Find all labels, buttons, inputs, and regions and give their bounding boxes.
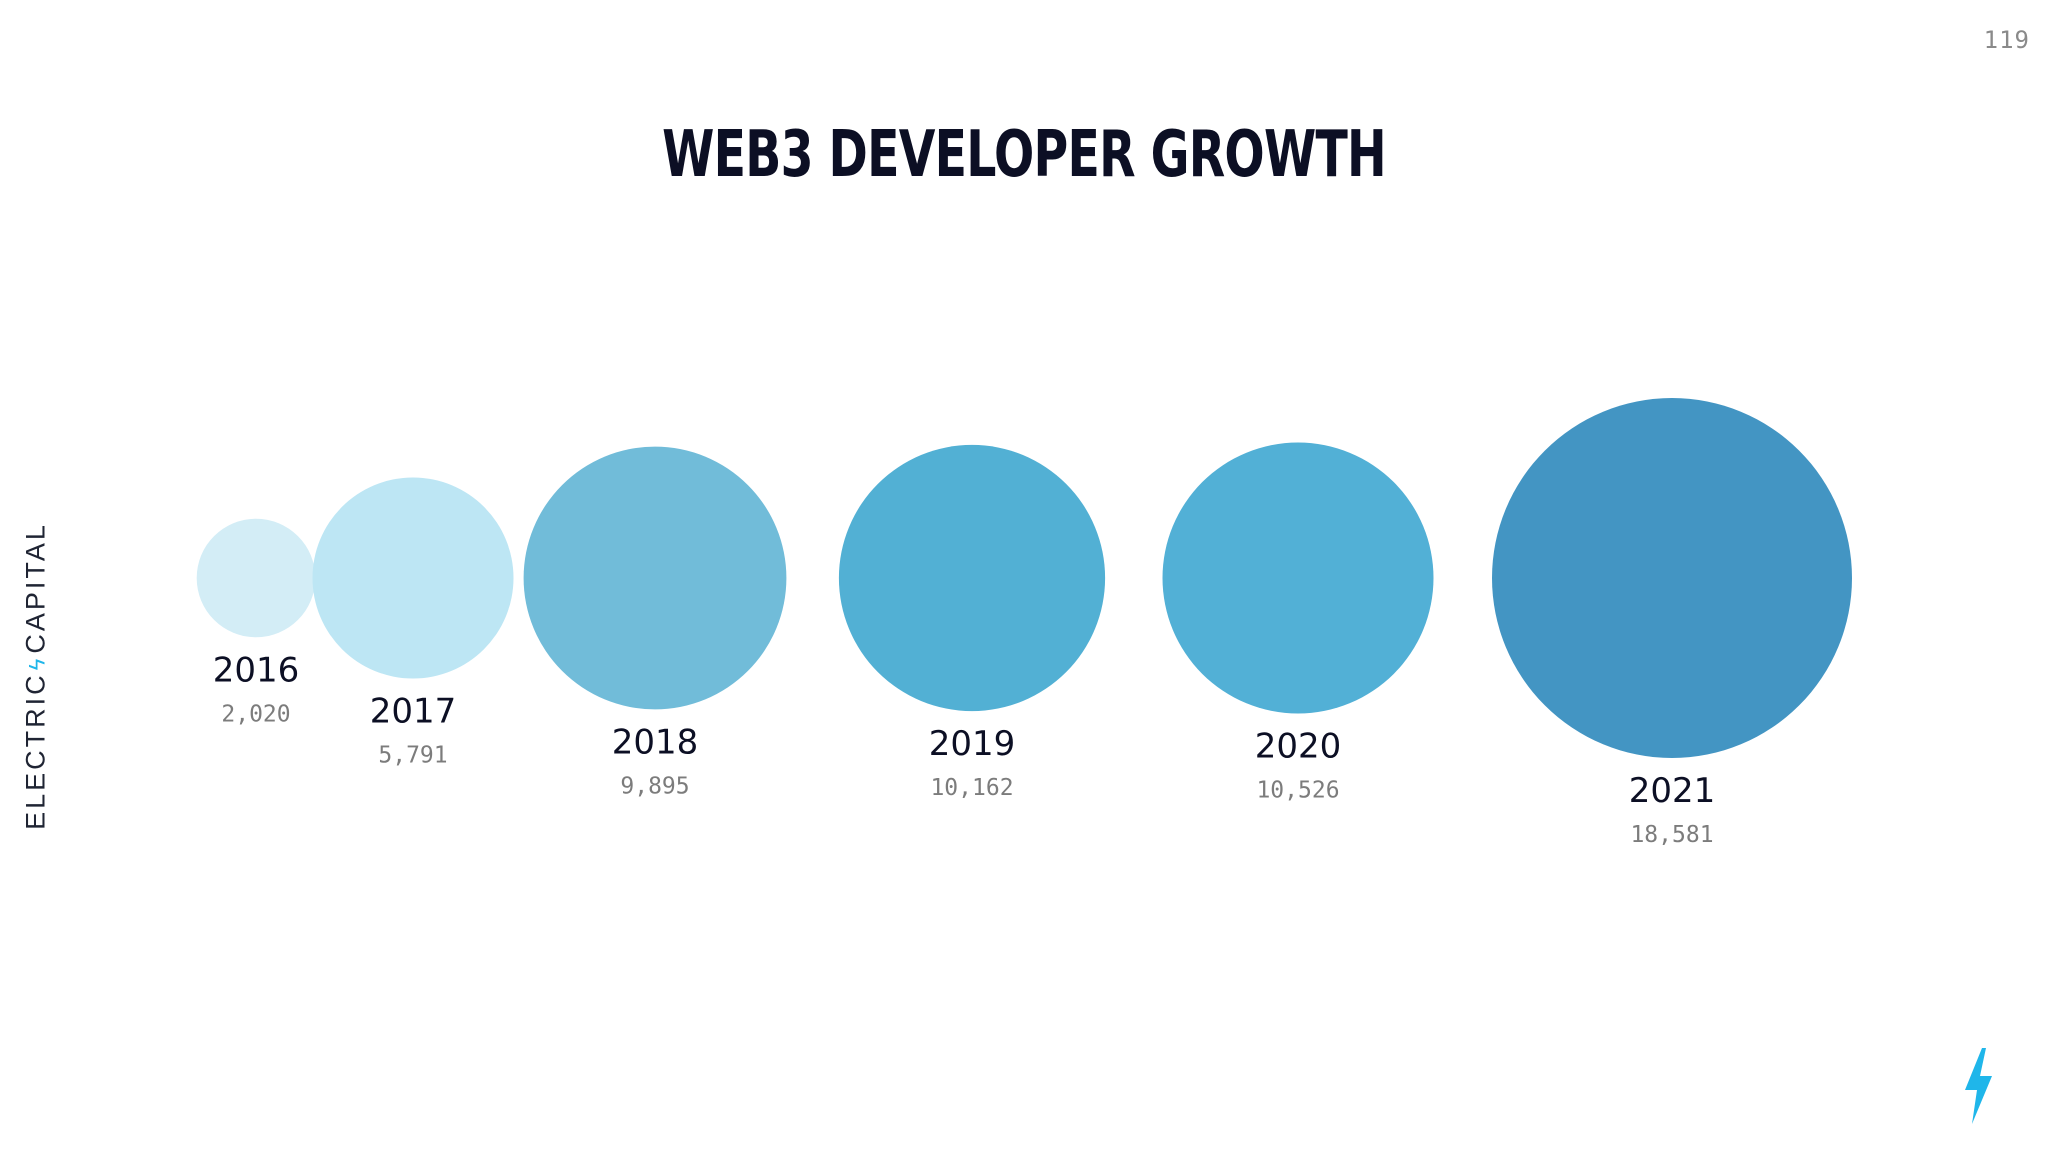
year-label-2016: 2016	[213, 650, 300, 690]
bubble-2020	[1162, 442, 1434, 714]
lightning-bolt-icon	[1965, 1048, 1992, 1124]
chart-title: Web3 Developer Growth	[662, 118, 1387, 192]
value-label-2020: 10,526	[1256, 778, 1339, 804]
year-label-2020: 2020	[1255, 727, 1342, 767]
year-label-2017: 2017	[370, 692, 457, 732]
value-label-2021: 18,581	[1630, 822, 1713, 848]
bubble-2019	[838, 444, 1106, 712]
value-label-2018: 9,895	[620, 773, 689, 799]
bubble-2021	[1492, 398, 1852, 758]
year-label-2021: 2021	[1629, 771, 1716, 811]
bubble-2016	[196, 518, 316, 638]
page-number: 119	[1983, 26, 2030, 54]
bubble-2017	[312, 477, 514, 679]
value-label-2017: 5,791	[378, 743, 447, 769]
value-label-2016: 2,020	[221, 701, 290, 727]
year-label-2019: 2019	[929, 724, 1016, 764]
value-label-2019: 10,162	[930, 775, 1013, 801]
bubble-2018	[523, 446, 787, 710]
year-label-2018: 2018	[612, 722, 699, 762]
